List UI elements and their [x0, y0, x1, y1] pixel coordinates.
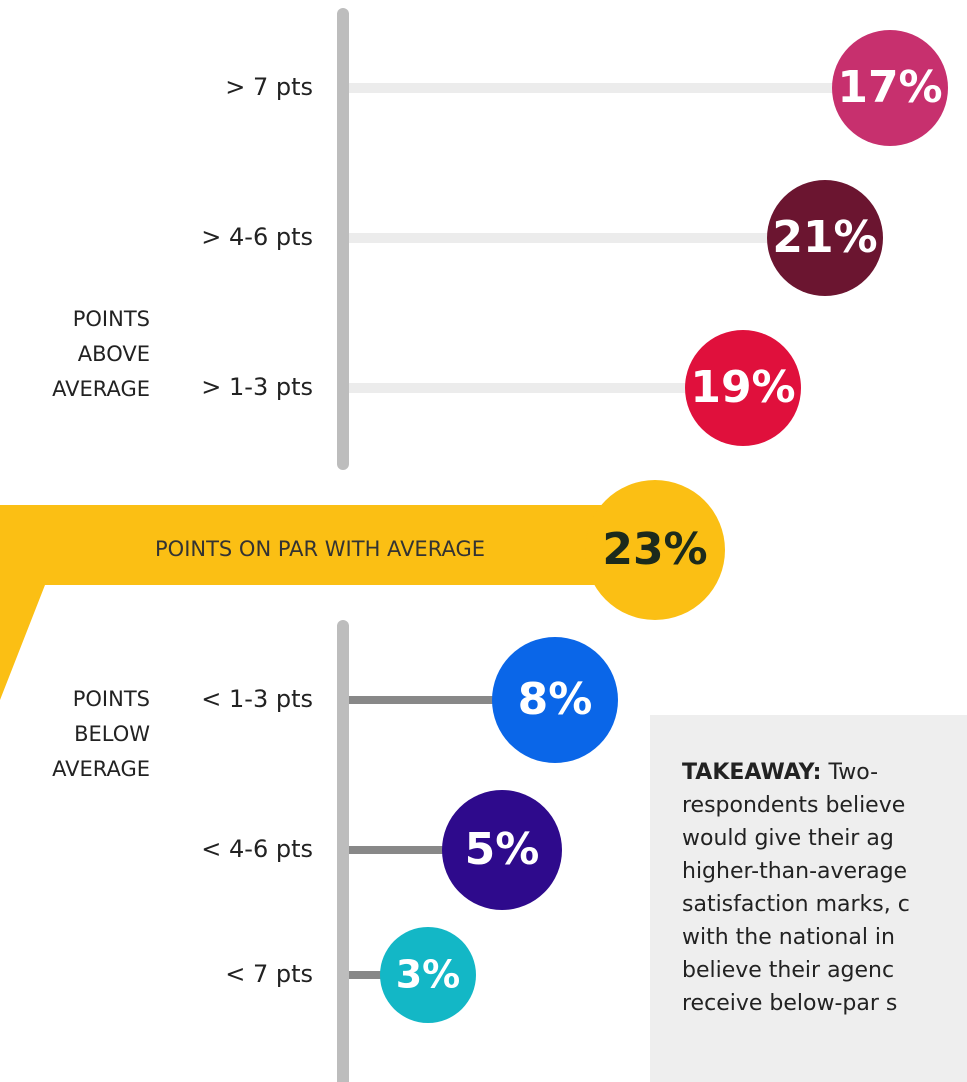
- group-label: POINTS: [73, 307, 150, 331]
- takeaway-box: [650, 715, 967, 1082]
- value-circle: [585, 480, 725, 620]
- category-label: > 7 pts: [225, 73, 313, 101]
- value-circle: [767, 180, 883, 296]
- value-label: 21%: [772, 212, 877, 263]
- group-label: BELOW: [74, 722, 150, 746]
- takeaway-line: satisfaction marks, c: [682, 892, 910, 917]
- takeaway-line: would give their ag: [682, 826, 894, 851]
- value-circle: [492, 637, 618, 763]
- stem: [349, 846, 502, 854]
- takeaway-line: TAKEAWAY: Two-: [682, 760, 878, 785]
- value-circle: [685, 330, 801, 446]
- takeaway-line: with the national in: [682, 925, 895, 950]
- category-label: < 4-6 pts: [201, 835, 313, 863]
- category-label: > 1-3 pts: [201, 373, 313, 401]
- stem: [349, 696, 555, 704]
- takeaway-line: receive below-par s: [682, 991, 897, 1016]
- value-label: 8%: [518, 674, 593, 725]
- takeaway-label: TAKEAWAY:: [682, 760, 821, 785]
- axis-bottom: [337, 620, 349, 1082]
- takeaway-line: respondents believe: [682, 793, 905, 818]
- takeaway-line: believe their agenc: [682, 958, 894, 983]
- axis-top: [337, 8, 349, 470]
- stem: [349, 383, 743, 393]
- category-label: < 7 pts: [225, 960, 313, 988]
- value-label: 3%: [396, 953, 461, 997]
- stem: [349, 233, 825, 243]
- group-label: POINTS: [73, 687, 150, 711]
- takeaway-text: Two-: [821, 760, 878, 785]
- value-label: 17%: [837, 62, 942, 113]
- value-circle: [442, 790, 562, 910]
- group-label: AVERAGE: [52, 377, 150, 401]
- value-label: 23%: [602, 524, 707, 575]
- group-label: ABOVE: [78, 342, 150, 366]
- par-band: [0, 505, 620, 700]
- value-label: 19%: [690, 362, 795, 413]
- value-circle: [832, 30, 948, 146]
- par-label: POINTS ON PAR WITH AVERAGE: [155, 537, 485, 561]
- value-circle: [380, 927, 476, 1023]
- takeaway-line: higher-than-average: [682, 859, 907, 884]
- group-label: AVERAGE: [52, 757, 150, 781]
- stem: [349, 83, 890, 93]
- value-label: 5%: [465, 824, 540, 875]
- category-label: > 4-6 pts: [201, 223, 313, 251]
- category-label: < 1-3 pts: [201, 685, 313, 713]
